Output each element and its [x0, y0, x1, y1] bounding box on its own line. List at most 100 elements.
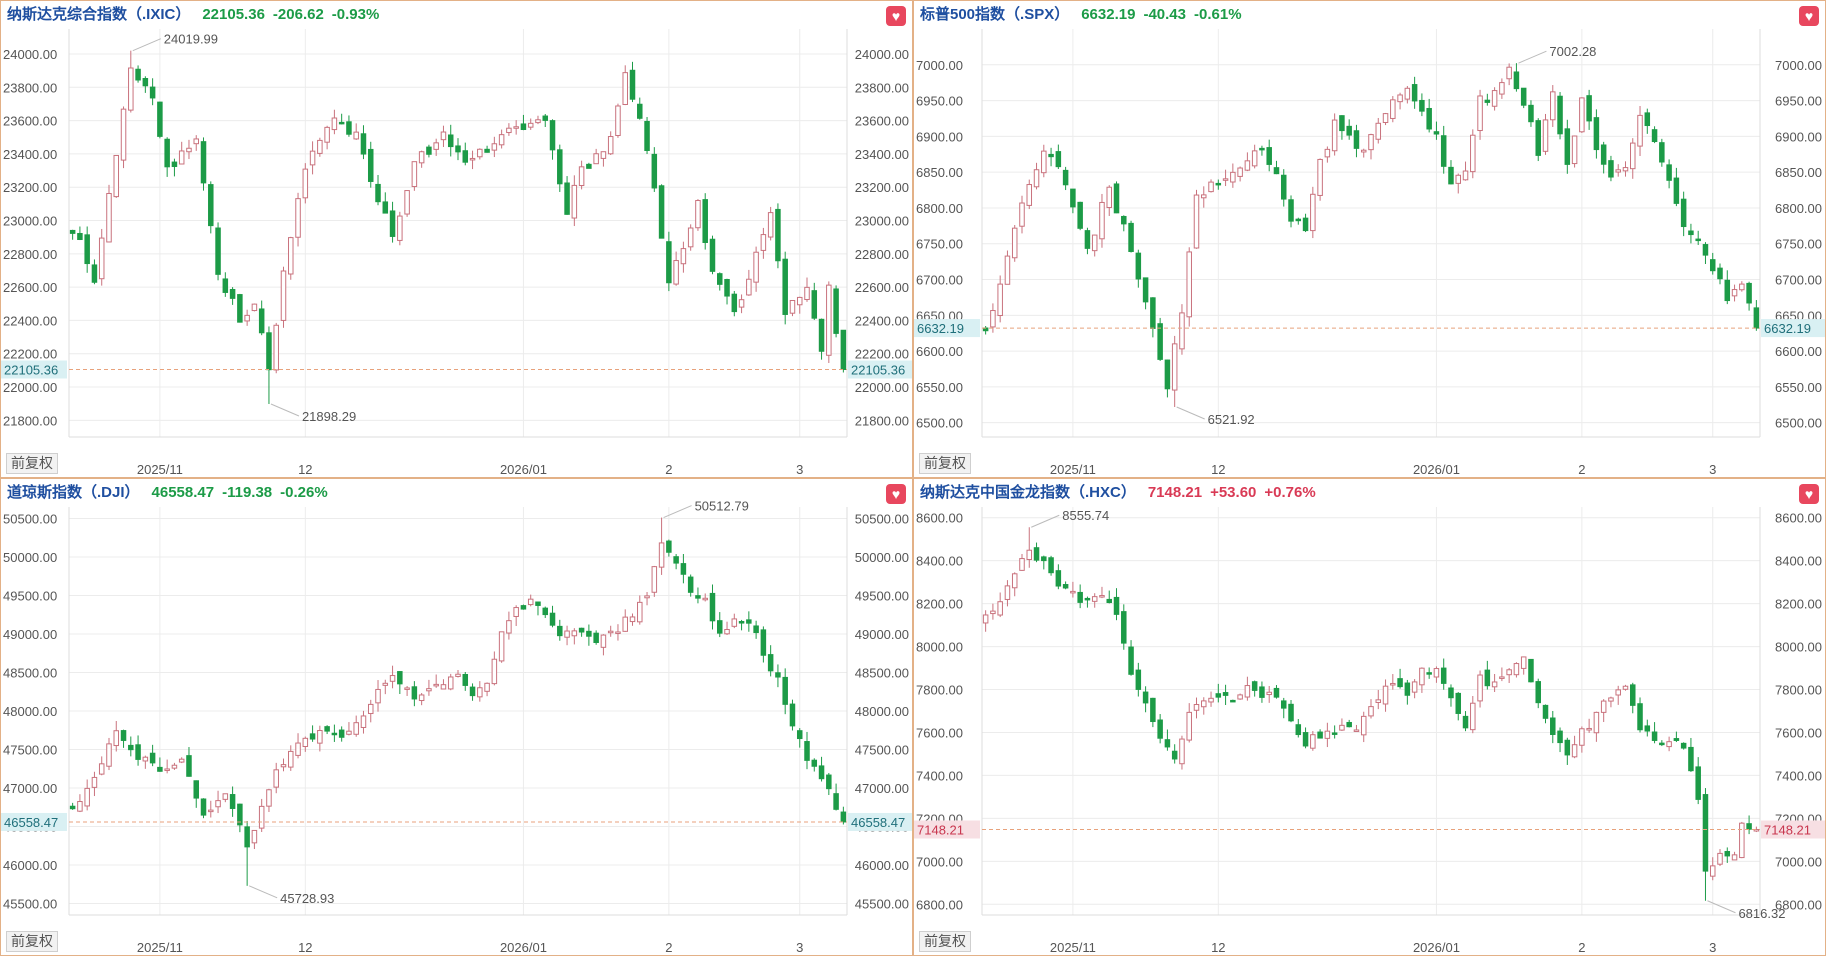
- candle-body: [629, 69, 636, 100]
- x-tick-label: 2025/11: [137, 940, 183, 955]
- candle-body: [746, 619, 752, 624]
- y-tick-label-right: 6600.00: [1775, 344, 1822, 359]
- y-tick-label-right: 22800.00: [855, 247, 909, 262]
- candle-body: [826, 284, 832, 356]
- x-tick-label: 3: [796, 462, 803, 477]
- y-tick-label-right: 6800.00: [1775, 201, 1822, 216]
- candle-body: [535, 119, 541, 124]
- candle-body: [1717, 852, 1723, 865]
- heart-icon[interactable]: ♥: [1799, 6, 1819, 26]
- candle-body: [1237, 694, 1243, 700]
- candle-body: [440, 684, 447, 690]
- candle-body: [484, 148, 490, 153]
- candle-body: [498, 134, 505, 146]
- candle-body: [1106, 186, 1112, 209]
- candle-body: [149, 752, 156, 764]
- candle-body: [1709, 865, 1716, 877]
- candle-body: [295, 742, 301, 756]
- candle-body: [1535, 120, 1541, 156]
- low-marker-line: [248, 885, 278, 899]
- candle-body: [149, 86, 156, 99]
- candle-body: [164, 768, 170, 771]
- candle-body: [1266, 147, 1272, 165]
- candle-body: [404, 190, 410, 215]
- candle-body: [724, 629, 730, 635]
- heart-icon[interactable]: ♥: [886, 6, 906, 26]
- candle-body: [1411, 681, 1418, 693]
- candle-body: [1201, 194, 1207, 199]
- candle-body: [990, 310, 996, 328]
- y-tick-label-right: 47000.00: [855, 781, 909, 796]
- y-tick-label-right: 47500.00: [855, 742, 909, 757]
- candle-body: [491, 658, 498, 685]
- candle-body: [1150, 297, 1156, 329]
- candle-body: [397, 215, 403, 241]
- candle-body: [709, 238, 716, 272]
- adjust-price-button[interactable]: 前复权: [6, 931, 58, 952]
- y-tick-label-left: 45500.00: [3, 896, 57, 911]
- candle-body: [1557, 95, 1563, 135]
- candle-body: [804, 741, 810, 761]
- candle-body: [353, 722, 359, 735]
- candle-body: [273, 769, 279, 788]
- high-label: 24019.99: [164, 32, 218, 47]
- y-tick-label-left: 23200.00: [3, 180, 57, 195]
- low-label: 6521.92: [1208, 412, 1255, 427]
- candlestick-chart[interactable]: 45500.0045500.0046000.0046000.0046500.00…: [1, 479, 913, 956]
- candle-body: [1150, 697, 1156, 723]
- y-tick-label-left: 7800.00: [916, 683, 963, 698]
- high-label: 8555.74: [1062, 508, 1109, 523]
- candle-body: [760, 629, 767, 656]
- adjust-price-button[interactable]: 前复权: [919, 453, 971, 474]
- candle-body: [142, 756, 149, 762]
- candle-body: [1484, 99, 1491, 103]
- candle-body: [1397, 678, 1403, 688]
- candle-body: [746, 278, 752, 296]
- last-price-label: 6632.19: [917, 321, 964, 336]
- candle-body: [775, 672, 781, 678]
- candle-body: [549, 612, 556, 626]
- candle-body: [484, 682, 490, 692]
- candle-body: [717, 273, 723, 285]
- candle-body: [258, 308, 265, 334]
- candle-body: [229, 288, 236, 299]
- candle-body: [1259, 147, 1265, 151]
- candle-body: [157, 101, 163, 137]
- candle-body: [346, 730, 352, 735]
- candle-body: [1055, 570, 1062, 587]
- candle-body: [1746, 823, 1752, 830]
- candle-body: [1520, 87, 1527, 106]
- candle-body: [1564, 739, 1571, 756]
- last-price-tag-right: [848, 360, 912, 379]
- y-tick-label-left: 50500.00: [3, 512, 57, 527]
- candle-body: [1033, 547, 1040, 561]
- candlestick-chart[interactable]: 21800.00 21800.00 22000.00 22000.00 22200.00…: [1, 1, 913, 478]
- low-marker-line: [1707, 900, 1736, 914]
- candle-body: [98, 763, 105, 775]
- y-tick-label-right: 7800.00: [1775, 683, 1822, 698]
- candle-body: [309, 733, 316, 740]
- candlestick-chart[interactable]: 6500.00 6500.00 6550.00 6550.00 6600.00 6600.…: [914, 1, 1826, 478]
- candle-body: [1702, 244, 1709, 256]
- candle-body: [1193, 194, 1200, 249]
- heart-icon[interactable]: ♥: [886, 484, 906, 504]
- x-tick-label: 12: [298, 940, 312, 955]
- candle-body: [1375, 122, 1382, 140]
- adjust-price-button[interactable]: 前复权: [6, 453, 58, 474]
- candle-body: [266, 789, 272, 807]
- candle-body: [1688, 230, 1694, 236]
- candle-body: [767, 654, 774, 672]
- candle-body: [1193, 704, 1200, 711]
- candle-body: [506, 127, 512, 134]
- candle-body: [1157, 323, 1163, 360]
- candle-body: [1579, 97, 1585, 133]
- y-tick-label-left: 22200.00: [3, 347, 57, 362]
- candle-body: [1077, 201, 1083, 229]
- candle-body: [997, 601, 1003, 616]
- index-change-pct: +0.76%: [1264, 484, 1316, 501]
- adjust-price-button[interactable]: 前复权: [919, 931, 971, 952]
- heart-icon[interactable]: ♥: [1799, 484, 1819, 504]
- candle-body: [1368, 134, 1374, 151]
- candle-body: [1550, 717, 1556, 735]
